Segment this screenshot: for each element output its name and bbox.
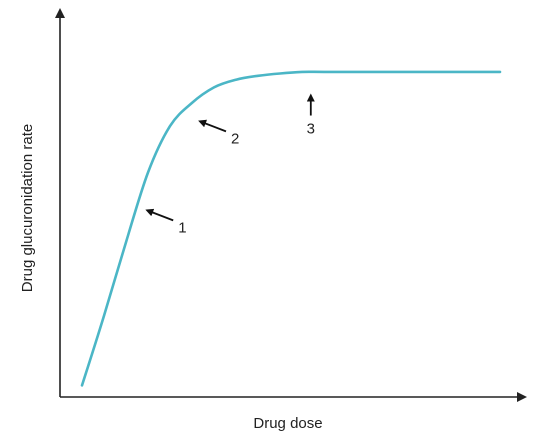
annotation-label-2: 2 xyxy=(231,130,239,147)
annotation-arrow-1 xyxy=(145,208,174,222)
y-axis-label: Drug glucuronidation rate xyxy=(19,124,36,292)
annotation-group: 1 2 3 xyxy=(145,93,315,236)
annotation-arrow-2 xyxy=(198,119,227,133)
annotation-label-1: 1 xyxy=(178,219,186,236)
annotation-label-3: 3 xyxy=(307,121,315,138)
series-line xyxy=(80,70,502,387)
x-axis-label: Drug dose xyxy=(253,415,322,432)
